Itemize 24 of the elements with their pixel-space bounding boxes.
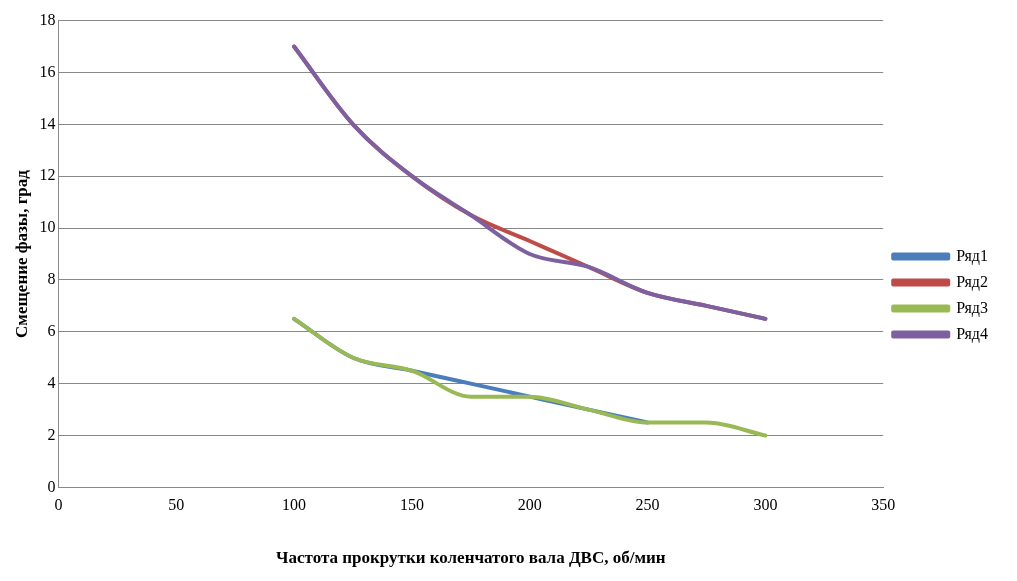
y-tick-label: 0: [47, 477, 56, 495]
y-tick-label: 4: [47, 373, 56, 391]
x-axis-title: Частота прокрутки коленчатого вала ДВС, об/мин: [276, 548, 666, 568]
y-tick-label: 16: [39, 62, 56, 80]
line-series: [292, 316, 768, 438]
x-tick-label: 150: [399, 496, 424, 514]
y-tick-label: 6: [47, 322, 56, 339]
y-tick-label: 18: [39, 10, 56, 28]
y-axis-title: Смещение фазы, град: [11, 169, 31, 338]
x-tick-label: 50: [168, 496, 185, 514]
legend-label: Ряд1: [956, 246, 989, 265]
y-tick-label: 2: [47, 425, 56, 443]
y-tick-label: 8: [47, 270, 56, 288]
x-tick-label: 100: [282, 496, 307, 514]
y-tick-label: 12: [39, 166, 56, 184]
x-tick-label: 300: [753, 496, 778, 514]
x-tick-label: 250: [635, 496, 660, 514]
x-tick-label: 200: [517, 496, 542, 514]
y-tick-label: 10: [39, 218, 56, 236]
y-tick-label: 14: [39, 114, 56, 132]
legend-label: Ряд4: [956, 324, 989, 343]
x-tick-label: 350: [871, 496, 896, 514]
legend-label: Ряд3: [956, 298, 989, 317]
legend-label: Ряд2: [956, 272, 989, 291]
